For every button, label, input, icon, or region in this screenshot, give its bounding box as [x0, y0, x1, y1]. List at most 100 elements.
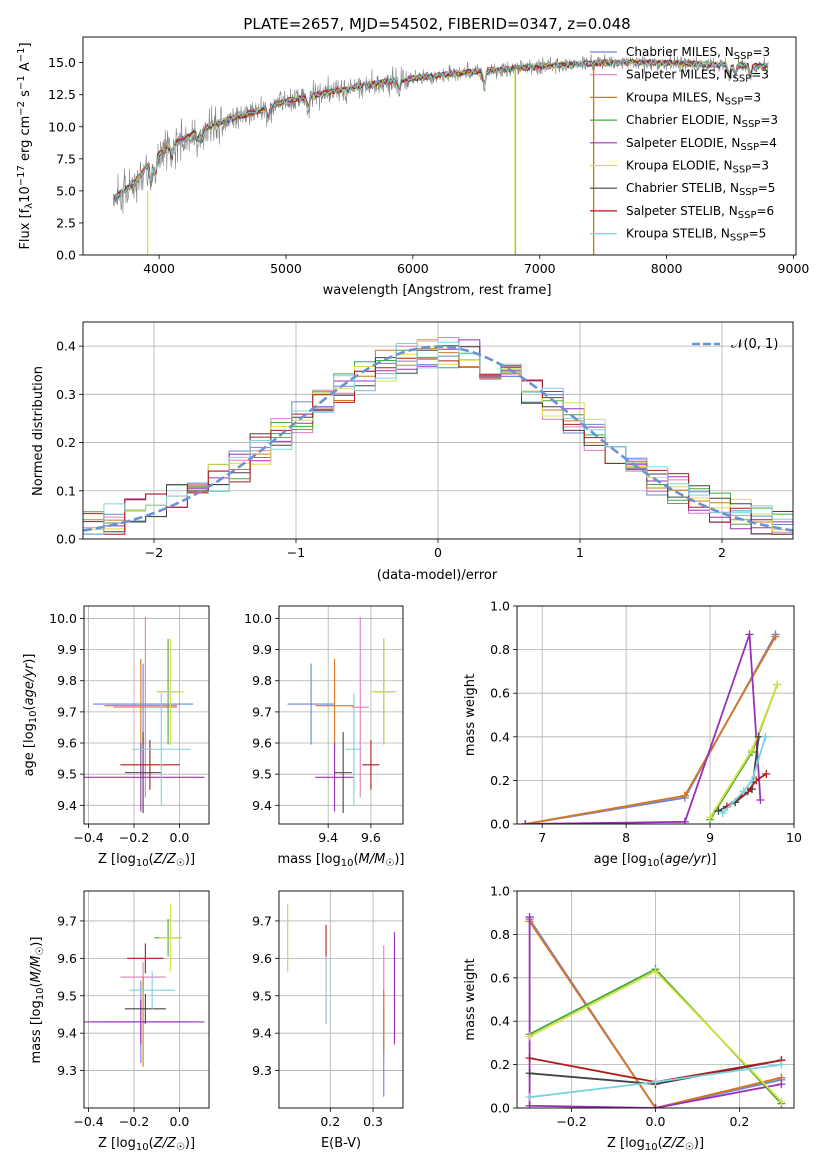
y-axis-label: mass weight — [463, 958, 478, 1040]
ticks: −2 −1 0 1 2 0.0 0.1 0.2 0.3 0.4 — [56, 339, 726, 560]
label-part: M/M — [29, 956, 44, 983]
plot-area — [521, 630, 782, 824]
x-axis-label: Z [log10(Z/Z☉)] — [98, 852, 195, 869]
x-tick-label: −0.2 — [556, 1114, 586, 1129]
label-part: = — [760, 113, 770, 127]
y-tick-label: 9.6 — [57, 951, 77, 966]
series-line — [722, 736, 767, 814]
y-tick-label: 9.3 — [252, 1063, 272, 1078]
x-tick-label: 0 — [434, 545, 442, 560]
plus-marker — [748, 776, 757, 785]
label-part: SSP — [730, 233, 749, 244]
x-axis-label: mass [log10(M/M☉)] — [278, 852, 405, 869]
data-point — [351, 616, 369, 798]
weight-series — [706, 680, 782, 822]
legend-nssp: 6 — [767, 204, 775, 218]
axes-frame — [516, 890, 795, 1109]
x-tick-label: 10 — [786, 830, 802, 845]
x-tick-label: −2 — [145, 545, 163, 560]
legend-nssp: 4 — [769, 136, 777, 150]
y-tick-label: 9.5 — [57, 767, 77, 782]
plus-marker — [748, 745, 757, 754]
y-axis-label: mass [log10(M/M☉)] — [29, 937, 46, 1064]
label-part: SSP — [733, 165, 752, 176]
x-tick-label: 9000 — [778, 261, 810, 276]
label-part: age [log — [594, 852, 647, 867]
model-spectrum — [113, 59, 768, 198]
x-tick-label: 0.2 — [729, 1114, 749, 1129]
y-tick-label: 5.0 — [56, 183, 76, 198]
label-part: = — [743, 90, 753, 104]
y-tick-label: 12.5 — [48, 87, 76, 102]
plot-area — [525, 913, 786, 1108]
label-part: = — [756, 204, 766, 218]
label-part: A — [18, 62, 33, 75]
label-part: 10 — [35, 988, 46, 1001]
x-axis-label: age [log10(age/yr)] — [594, 852, 717, 869]
panel-ebv-mass: 0.2 0.3 9.3 9.4 9.5 9.6 9.7 E(B-V) — [252, 890, 404, 1151]
y-tick-label: 10.0 — [49, 611, 77, 626]
plus-marker — [777, 1097, 786, 1106]
plus-marker — [651, 967, 660, 976]
y-tick-label: 1.0 — [490, 884, 510, 899]
label-part: mass [log — [278, 852, 341, 867]
y-tick-label: 9.7 — [252, 913, 272, 928]
label-part: 10 — [136, 858, 149, 869]
x-tick-label: 8 — [622, 830, 630, 845]
plus-marker — [762, 769, 771, 778]
label-part: = — [751, 159, 761, 173]
label-part: ( — [353, 852, 358, 867]
axes-frame — [82, 36, 797, 256]
plus-marker — [651, 1104, 660, 1108]
legend-entry: Kroupa STELIB, NSSP=5 — [626, 227, 766, 244]
data-point — [104, 658, 178, 753]
label-part: −17 — [16, 165, 27, 186]
plus-marker — [745, 630, 754, 639]
label-part: ( — [149, 852, 154, 867]
plus-marker — [525, 1101, 534, 1108]
label-part: ( — [22, 705, 37, 710]
panel-age-weight: 7 8 9 10 0.0 0.2 0.4 0.6 0.8 1.0 mass weight age [l… — [463, 599, 802, 870]
label-part: SSP — [738, 210, 757, 221]
plus-marker — [680, 791, 689, 800]
y-tick-label: 10.0 — [244, 611, 272, 626]
legend-name: Salpeter MILES — [626, 68, 716, 82]
y-axis-label: Flux [fλ10−17 erg cm−2 s−1 A−1] — [16, 42, 35, 249]
x-tick-label: 0.0 — [170, 830, 190, 845]
label-part: , N — [724, 136, 741, 150]
series-line — [525, 634, 762, 824]
label-part: age [log — [22, 723, 37, 776]
label-part: λ — [24, 203, 35, 209]
ticks: 7 8 9 10 0.0 0.2 0.4 0.6 0.8 1.0 — [490, 599, 802, 846]
grid — [279, 891, 403, 1108]
data-point — [124, 732, 162, 814]
y-tick-label: 0.0 — [56, 248, 76, 263]
plus-marker — [525, 913, 534, 922]
label-part: 10 — [645, 1142, 658, 1153]
label-part: SSP — [725, 96, 744, 107]
label-part: )] — [185, 852, 195, 867]
y-axis-label: mass weight — [463, 674, 478, 756]
ticks: 0.2 0.3 9.3 9.4 9.5 9.6 9.7 — [252, 913, 383, 1129]
label-part: , N — [725, 113, 742, 127]
label-part: age/yr — [22, 662, 37, 705]
y-tick-label: 0.0 — [490, 817, 510, 832]
y-tick-label: 2.5 — [56, 215, 76, 230]
x-tick-label: 9 — [706, 830, 714, 845]
label-part: ( — [29, 982, 44, 987]
legend-entry: Kroupa ELODIE, NSSP=3 — [626, 159, 769, 176]
label-part: Z/Z — [662, 1136, 686, 1151]
x-tick-label: 9.4 — [318, 830, 338, 845]
y-tick-label: 1.0 — [490, 599, 510, 614]
data-point — [84, 743, 205, 812]
label-part: = — [758, 181, 768, 195]
label-part: , N — [713, 227, 730, 241]
ticks: 4000 5000 6000 7000 8000 9000 0.0 2.5 5.0 7.5 10.0… — [48, 55, 809, 276]
label-part: = — [751, 68, 761, 82]
x-tick-label: −0.4 — [73, 830, 103, 845]
weight-series — [525, 967, 786, 1106]
data-point — [315, 743, 354, 812]
axes-frame — [516, 605, 795, 825]
plus-marker — [521, 820, 530, 824]
